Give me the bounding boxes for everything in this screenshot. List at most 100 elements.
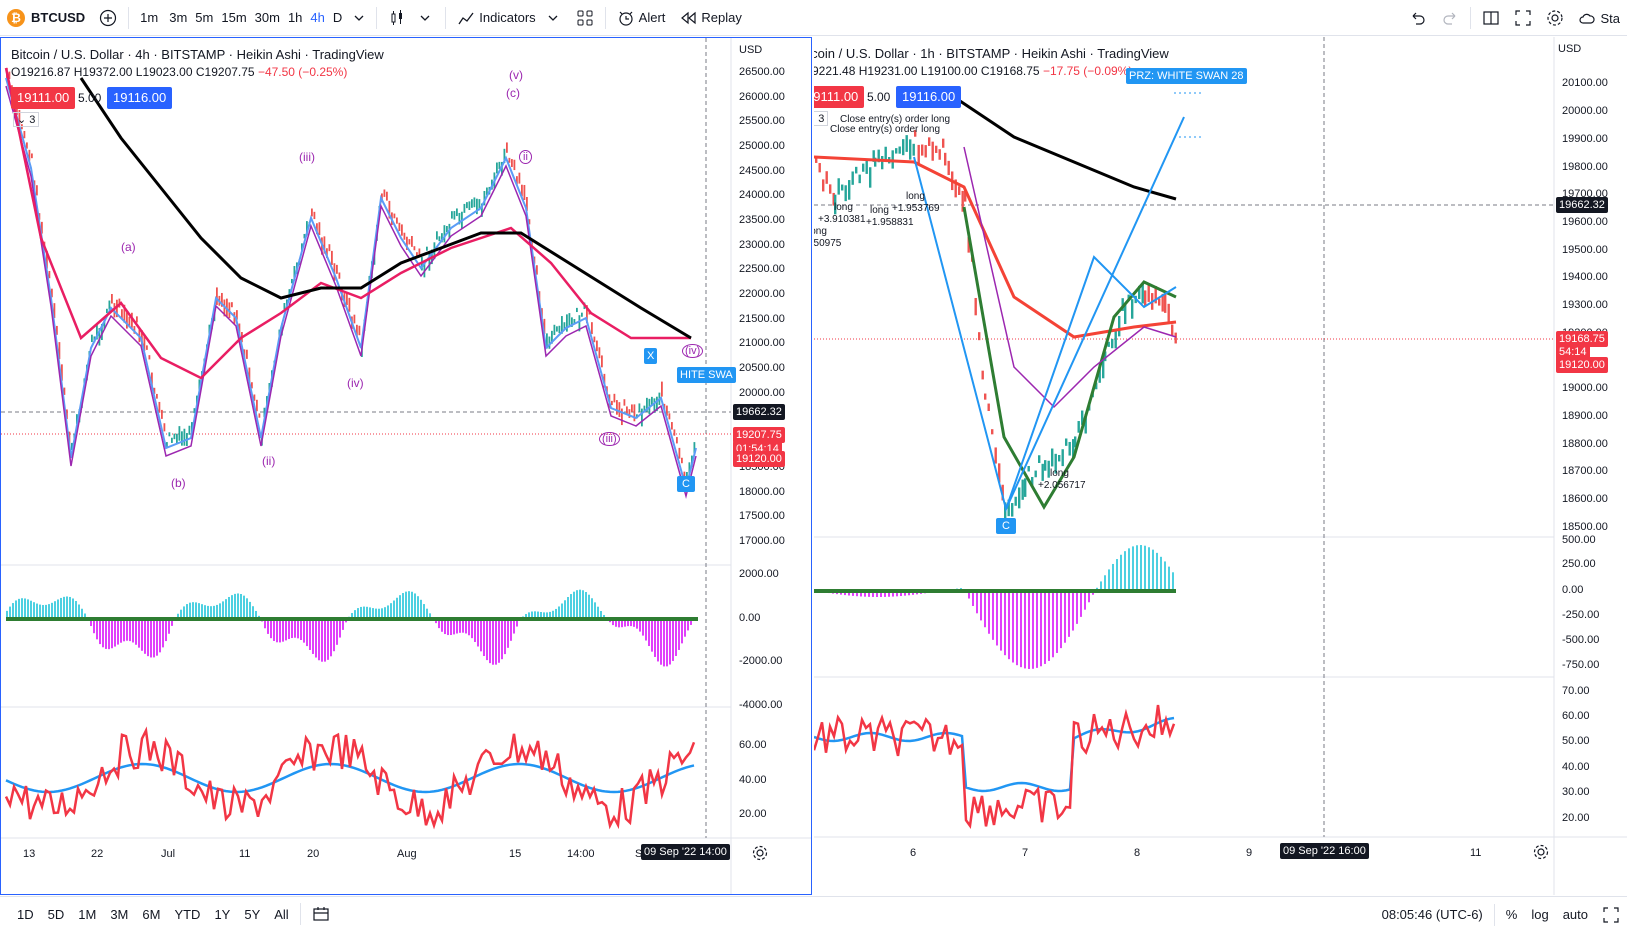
range-1D[interactable]: 1D (17, 906, 34, 922)
left-chart-pane[interactable]: Bitcoin / U.S. Dollar · 4h · BITSTAMP · … (0, 37, 812, 895)
settings-button[interactable] (1539, 0, 1571, 36)
candle (258, 413, 261, 418)
range-1M[interactable]: 1M (78, 906, 97, 922)
interval-D[interactable]: D (332, 10, 343, 25)
currency-selector[interactable]: USD (739, 44, 763, 56)
candle (246, 349, 248, 359)
percent-scale-toggle[interactable]: % (1505, 907, 1518, 922)
range-YTD[interactable]: YTD (174, 906, 201, 922)
macd-bar (1108, 569, 1110, 591)
candle (61, 364, 63, 381)
prz-label[interactable]: HITE SWA (677, 367, 736, 383)
macd-bar (273, 619, 275, 641)
macd-bar (528, 612, 530, 619)
snapshot-button[interactable]: Sta (1571, 0, 1627, 36)
interval-3m[interactable]: 3m (169, 10, 188, 25)
candle (961, 190, 964, 212)
interval-15m[interactable]: 15m (221, 10, 247, 25)
range-1Y[interactable]: 1Y (214, 906, 231, 922)
candle (586, 305, 588, 324)
interval-1h[interactable]: 1h (287, 10, 303, 25)
interval-4h[interactable]: 4h (310, 10, 325, 25)
ohlc-low: L19023.00 (135, 65, 193, 79)
candle (441, 233, 443, 243)
price-axis-label: 20500.00 (739, 362, 785, 374)
macd-axis-label: 250.00 (1562, 558, 1596, 570)
right-chart-pane[interactable]: Bitcoin / U.S. Dollar · 1h · BITSTAMP · … (814, 37, 1627, 895)
candle (905, 135, 908, 152)
collapse-indicators-button[interactable]: ⌄ 3 (13, 112, 40, 127)
candle (91, 334, 93, 343)
interval-dropdown[interactable] (346, 0, 372, 36)
macd-bar (246, 598, 248, 619)
templates-button[interactable] (569, 0, 601, 36)
sell-price-button[interactable]: 19111.00 (814, 86, 865, 108)
currency-selector[interactable]: USD (1558, 43, 1582, 55)
macd-bar (648, 619, 650, 647)
right-chart-canvas[interactable] (814, 37, 1627, 895)
clock-timezone[interactable]: 08:05:46 (UTC-6) (1381, 907, 1483, 922)
candle (1084, 414, 1087, 434)
fullscreen-button[interactable] (1507, 0, 1539, 36)
macd-bar (132, 619, 134, 643)
buy-price-button[interactable]: 19116.00 (896, 86, 962, 108)
candle (884, 146, 887, 163)
macd-bar (1052, 591, 1054, 658)
price-axis-label: 22500.00 (739, 263, 785, 275)
auto-scale-toggle[interactable]: auto (1562, 907, 1588, 922)
indicators-button[interactable]: Indicators (450, 0, 568, 36)
redo-button[interactable] (1434, 0, 1466, 36)
sell-price-button[interactable]: 19111.00 (11, 87, 76, 109)
macd-bar (594, 602, 596, 619)
alert-button[interactable]: Alert (610, 0, 673, 36)
candle (618, 402, 621, 417)
rsi-axis-label: 60.00 (1562, 710, 1590, 722)
candle (463, 203, 466, 213)
macd-bar (45, 604, 47, 619)
range-5Y[interactable]: 5Y (244, 906, 261, 922)
candle (31, 153, 33, 159)
fullscreen-toggle[interactable] (1595, 906, 1627, 924)
replay-button[interactable]: Replay (672, 0, 748, 36)
macd-bar (408, 591, 410, 619)
candle (416, 252, 418, 258)
undo-button[interactable] (1402, 0, 1434, 36)
log-scale-toggle[interactable]: log (1531, 907, 1549, 922)
candle (16, 105, 18, 116)
grid-icon (577, 10, 593, 25)
macd-bar (860, 591, 862, 597)
candle (548, 336, 551, 349)
candle (348, 297, 351, 312)
go-to-date-button[interactable] (305, 905, 337, 923)
range-3M[interactable]: 3M (110, 906, 129, 922)
macd-bar (624, 619, 626, 627)
candle (1114, 330, 1117, 349)
left-chart-canvas[interactable] (1, 38, 811, 894)
wave-label-iii: (iii) (299, 150, 315, 164)
price-axis-label: 20000.00 (739, 387, 785, 399)
collapse-indicators-button[interactable]: ⌄ 3 (814, 111, 829, 126)
buy-price-button[interactable]: 19116.00 (107, 87, 173, 109)
macd-bar (108, 619, 110, 650)
bar-style-button[interactable] (381, 0, 441, 36)
range-All[interactable]: All (274, 906, 289, 922)
prz-label[interactable]: PRZ: WHITE SWAN 28 (1126, 68, 1247, 84)
price-axis-label: 18000.00 (739, 486, 785, 498)
candle (456, 208, 458, 217)
interval-30m[interactable]: 30m (254, 10, 280, 25)
symbol-search[interactable]: ₿ BTCUSD (0, 0, 92, 36)
interval-5m[interactable]: 5m (195, 10, 214, 25)
macd-bar (18, 598, 20, 619)
range-5D[interactable]: 5D (47, 906, 65, 922)
macd-bar (354, 610, 356, 619)
crosshair-price-tag: 19662.32 (1556, 197, 1608, 213)
macd-bar (303, 619, 305, 643)
range-6M[interactable]: 6M (142, 906, 161, 922)
macd-bar (543, 612, 545, 619)
candle (283, 303, 286, 310)
macd-bar (856, 591, 858, 597)
layout-button[interactable] (1475, 0, 1507, 36)
interval-1m[interactable]: 1m (140, 10, 159, 25)
compare-symbol-button[interactable] (92, 0, 124, 36)
candle (598, 347, 601, 359)
